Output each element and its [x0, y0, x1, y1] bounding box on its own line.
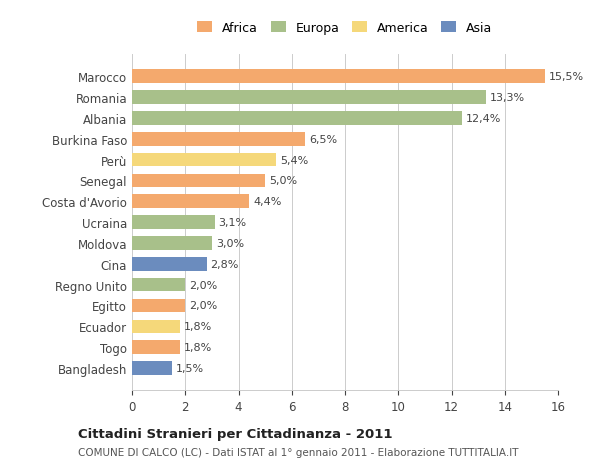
- Text: 2,0%: 2,0%: [189, 301, 217, 311]
- Bar: [132, 153, 276, 167]
- Text: 1,5%: 1,5%: [176, 363, 204, 373]
- Text: 4,4%: 4,4%: [253, 197, 281, 207]
- Text: 5,0%: 5,0%: [269, 176, 297, 186]
- Text: 5,4%: 5,4%: [280, 155, 308, 165]
- Text: 15,5%: 15,5%: [548, 72, 584, 82]
- Bar: [132, 70, 545, 84]
- Text: 6,5%: 6,5%: [309, 134, 337, 145]
- Bar: [132, 320, 180, 333]
- Text: 3,0%: 3,0%: [216, 238, 244, 248]
- Text: Cittadini Stranieri per Cittadinanza - 2011: Cittadini Stranieri per Cittadinanza - 2…: [78, 427, 392, 440]
- Text: 12,4%: 12,4%: [466, 114, 502, 123]
- Bar: [132, 133, 305, 146]
- Bar: [132, 299, 185, 313]
- Bar: [132, 278, 185, 292]
- Bar: [132, 195, 249, 208]
- Bar: [132, 216, 215, 230]
- Text: 3,1%: 3,1%: [218, 218, 247, 228]
- Text: 2,0%: 2,0%: [189, 280, 217, 290]
- Bar: [132, 112, 462, 125]
- Bar: [132, 257, 206, 271]
- Text: COMUNE DI CALCO (LC) - Dati ISTAT al 1° gennaio 2011 - Elaborazione TUTTITALIA.I: COMUNE DI CALCO (LC) - Dati ISTAT al 1° …: [78, 448, 518, 458]
- Bar: [132, 341, 180, 354]
- Text: 2,8%: 2,8%: [211, 259, 239, 269]
- Text: 13,3%: 13,3%: [490, 93, 525, 103]
- Text: 1,8%: 1,8%: [184, 322, 212, 331]
- Text: 1,8%: 1,8%: [184, 342, 212, 353]
- Bar: [132, 91, 486, 105]
- Legend: Africa, Europa, America, Asia: Africa, Europa, America, Asia: [194, 18, 496, 38]
- Bar: [132, 237, 212, 250]
- Bar: [132, 361, 172, 375]
- Bar: [132, 174, 265, 188]
